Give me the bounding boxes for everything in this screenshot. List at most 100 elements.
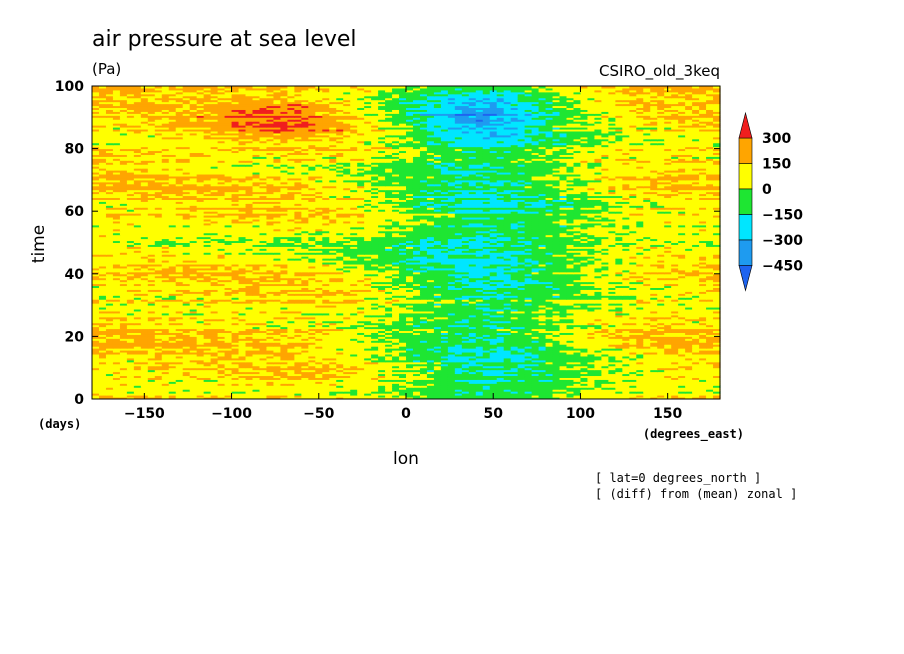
heatmap-cell [657, 334, 665, 337]
heatmap-cell [210, 318, 219, 322]
heatmap-cell [594, 340, 602, 343]
heatmap-cell [503, 330, 512, 333]
heatmap-cell [524, 393, 533, 396]
heatmap-cell [210, 312, 219, 316]
heatmap-cell [706, 342, 714, 345]
heatmap-cell [692, 346, 700, 349]
heatmap-cell [119, 357, 128, 361]
heatmap-cell [210, 363, 219, 367]
heatmap-cell [112, 344, 121, 347]
heatmap-cell [259, 379, 268, 382]
heatmap-cell [182, 314, 191, 318]
heatmap-cell [559, 322, 568, 326]
heatmap-cell [182, 318, 191, 322]
heatmap-cell [503, 334, 512, 337]
heatmap-cell [168, 375, 177, 378]
heatmap-cell [273, 336, 281, 339]
heatmap-cell [440, 393, 449, 396]
heatmap-cell [573, 363, 582, 367]
heatmap-cell [266, 373, 275, 377]
heatmap-cell [426, 361, 435, 365]
heatmap-cell [426, 328, 435, 332]
heatmap-cell [433, 359, 442, 363]
heatmap-cell [517, 355, 526, 359]
heatmap-cell [329, 367, 337, 371]
heatmap-cell [454, 318, 463, 322]
heatmap-cell [343, 357, 351, 361]
heatmap-cell [678, 387, 686, 390]
heatmap-cell [126, 361, 135, 365]
heatmap-cell [580, 387, 589, 390]
heatmap-cell [371, 387, 379, 390]
heatmap-cell [671, 338, 679, 341]
heatmap-cell [140, 326, 149, 330]
heatmap-cell [322, 310, 330, 314]
heatmap-cell [601, 387, 609, 390]
heatmap-cell [273, 357, 281, 361]
heatmap-cell [266, 340, 275, 343]
heatmap-cell [615, 326, 623, 330]
heatmap-cell [650, 389, 658, 392]
heatmap-cell [664, 312, 672, 316]
heatmap-cell [468, 369, 477, 373]
heatmap-cell [692, 312, 700, 316]
heatmap-cell [350, 397, 358, 400]
heatmap-cell [706, 330, 714, 333]
heatmap-cell [601, 328, 609, 332]
heatmap-cell [112, 369, 121, 373]
heatmap-cell [531, 375, 540, 378]
heatmap-cell [385, 344, 393, 347]
heatmap-cell [433, 395, 442, 398]
heatmap-cell [133, 367, 142, 371]
heatmap-cell [489, 377, 498, 380]
heatmap-cell [175, 363, 184, 367]
heatmap-cell [182, 357, 191, 361]
heatmap-cell [406, 393, 414, 396]
heatmap-cell [650, 330, 658, 333]
heatmap-cell [168, 367, 177, 371]
heatmap-cell [378, 379, 386, 382]
heatmap-cell [364, 381, 372, 384]
heatmap-cell [287, 322, 295, 326]
heatmap-cell [573, 324, 582, 328]
heatmap-cell [329, 352, 337, 355]
heatmap-cell [440, 342, 449, 345]
heatmap-cell [273, 328, 281, 332]
heatmap-cell [440, 328, 449, 332]
heatmap-cell [426, 326, 435, 330]
heatmap-cell [371, 391, 379, 394]
heatmap-cell [594, 379, 602, 382]
heatmap-cell [629, 324, 637, 328]
heatmap-cell [168, 359, 177, 363]
heatmap-cell [294, 395, 302, 398]
heatmap-cell [175, 340, 184, 343]
heatmap-cell [447, 355, 456, 359]
heatmap-cell [482, 336, 491, 339]
heatmap-cell [629, 326, 637, 330]
heatmap-cell [189, 363, 198, 367]
heatmap-cell [287, 334, 295, 337]
heatmap-cell [692, 395, 700, 398]
heatmap-cell [447, 324, 456, 328]
heatmap-cell [406, 344, 414, 347]
heatmap-cell [615, 332, 623, 335]
heatmap-cell [238, 340, 247, 343]
heatmap-cell [503, 361, 512, 365]
heatmap-cell [461, 359, 470, 363]
heatmap-cell [629, 346, 637, 349]
heatmap-cell [322, 342, 330, 345]
heatmap-cell [608, 312, 616, 316]
heatmap-cell [161, 385, 170, 388]
heatmap-cell [329, 310, 337, 314]
heatmap-cell [364, 310, 372, 314]
heatmap-cell [280, 389, 288, 392]
heatmap-cell [259, 322, 268, 326]
heatmap-cell [657, 346, 665, 349]
heatmap-cell [517, 397, 526, 400]
heatmap-cell [615, 369, 623, 373]
heatmap-cell [489, 385, 498, 388]
heatmap-cell [357, 342, 365, 345]
heatmap-cell [664, 342, 672, 345]
heatmap-cell [175, 322, 184, 326]
heatmap-cell [440, 379, 449, 382]
